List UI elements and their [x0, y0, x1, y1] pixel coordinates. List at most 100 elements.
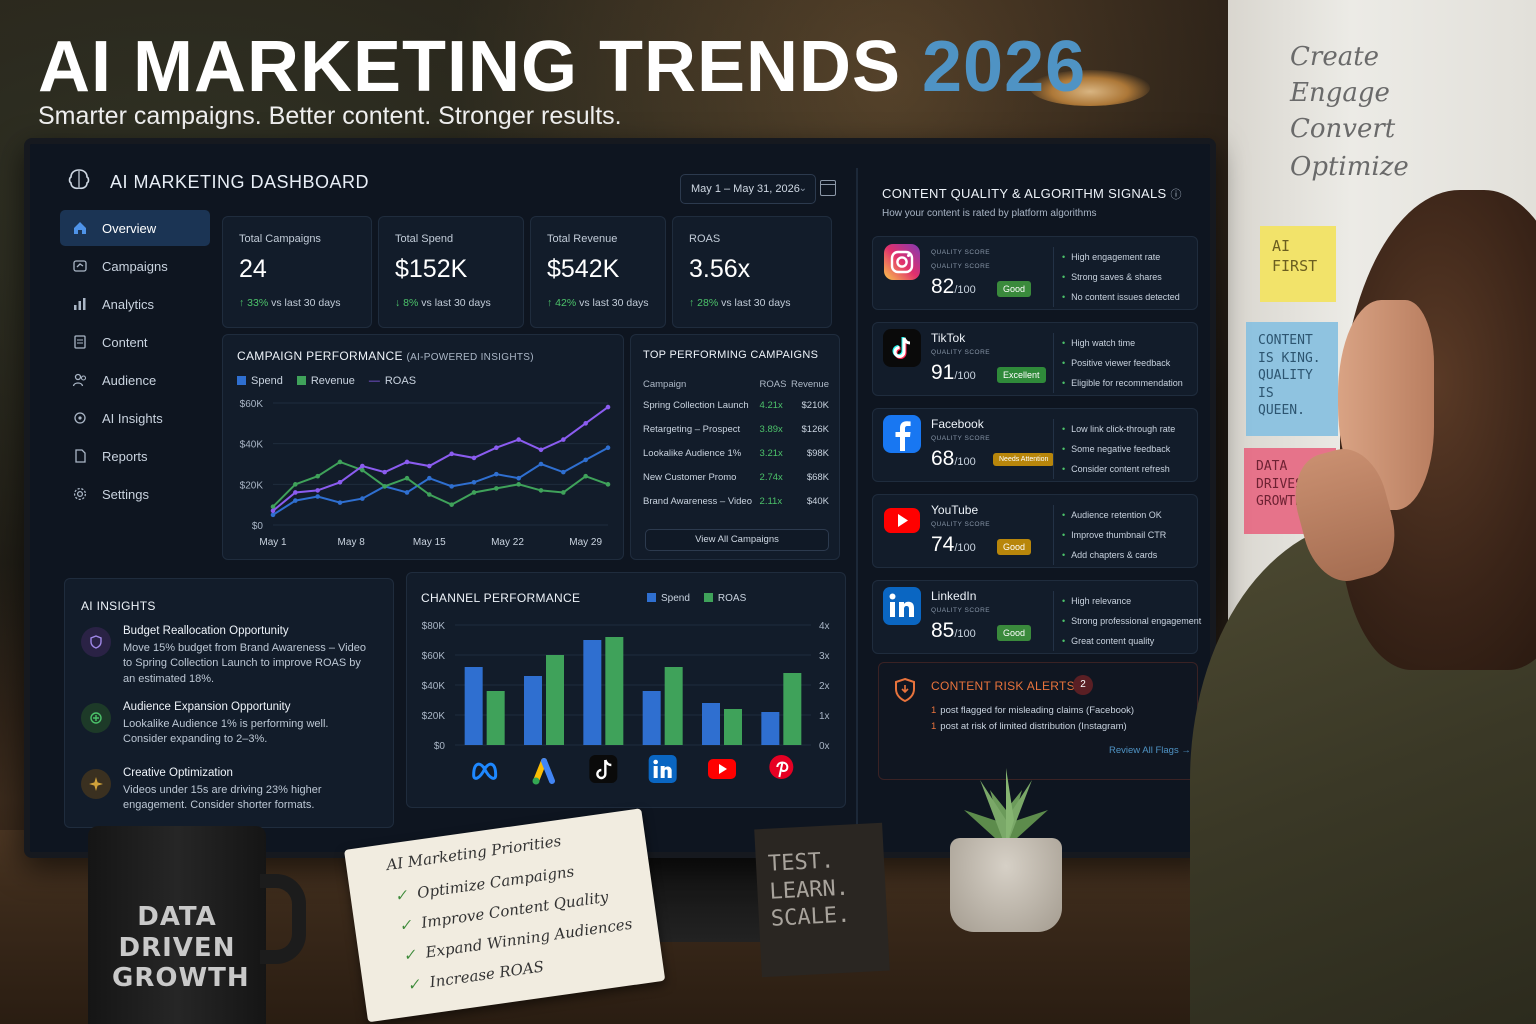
- series-line-roas: [272, 406, 609, 512]
- sidebar-item-audience[interactable]: Audience: [60, 362, 210, 398]
- data-point-spend: [494, 471, 499, 477]
- kpi-label: ROAS: [689, 233, 721, 245]
- succulent-plant: [964, 768, 1048, 848]
- review-all-flags-link[interactable]: Review All Flags →: [1109, 745, 1191, 756]
- mug-text: DATA DRIVEN GROWTH: [112, 902, 250, 994]
- note-card: TEST. LEARN. SCALE.: [754, 822, 890, 978]
- y-tick-label-right: 1x: [819, 711, 830, 722]
- quality-card-youtube[interactable]: YouTube QUALITY SCORE 74/100 Good Audience r…: [872, 494, 1198, 568]
- quality-score-label: QUALITY SCORE: [931, 607, 991, 614]
- status-badge: Needs Attention: [993, 453, 1055, 466]
- notebook-item: Increase ROAS: [406, 957, 545, 994]
- data-point-roas: [561, 437, 566, 442]
- bar-roas: [546, 655, 564, 745]
- x-tick-label: May 29: [569, 537, 602, 548]
- data-point-roas: [360, 463, 365, 469]
- kpi-delta: ↓ 8% vs last 30 days: [395, 297, 491, 309]
- whiteboard-line-3: Convert: [1290, 114, 1396, 144]
- coffee-mug: DATA DRIVEN GROWTH: [88, 826, 306, 1024]
- bar-roas: [664, 667, 683, 745]
- platform-name: Facebook: [931, 417, 984, 431]
- bar-spend: [464, 667, 483, 745]
- gear-icon: [72, 486, 88, 502]
- headline-year: 2026: [922, 27, 1087, 107]
- home-icon: [72, 220, 88, 236]
- data-point-revenue: [605, 482, 611, 487]
- ai-insights-title: AI INSIGHTS: [81, 599, 156, 613]
- quality-score: 74/100: [931, 533, 976, 556]
- bar-spend: [583, 640, 602, 745]
- info-icon[interactable]: ⓘ: [1170, 189, 1182, 201]
- bar-spend: [761, 712, 780, 745]
- data-point-revenue: [337, 459, 343, 465]
- date-range-picker[interactable]: May 1 – May 31, 2026 ⌄: [680, 174, 816, 204]
- kpi-value: $152K: [395, 255, 468, 283]
- divider: [856, 168, 858, 828]
- y-tick-label: $20K: [240, 480, 264, 491]
- y-tick-label-left: $20K: [422, 711, 446, 722]
- data-point-revenue: [360, 467, 365, 473]
- quality-card-tiktok[interactable]: TikTok QUALITY SCORE 91/100 Excellent High w…: [872, 322, 1198, 396]
- table-row[interactable]: Lookalike Audience 1% 3.21x $98K: [643, 448, 829, 459]
- sidebar-item-reports[interactable]: Reports: [60, 438, 210, 474]
- kpi-value: 3.56x: [689, 255, 751, 283]
- quality-score-label: QUALITY SCORE: [931, 521, 991, 528]
- youtube-icon: [883, 501, 921, 539]
- data-point-spend: [427, 475, 432, 481]
- quality-score: 91/100: [931, 361, 976, 384]
- quality-card-facebook[interactable]: Facebook QUALITY SCORE 68/100 Needs Attenti…: [872, 408, 1198, 482]
- bar-spend: [642, 691, 661, 745]
- sidebar-item-analytics[interactable]: Analytics: [60, 286, 210, 322]
- data-point-spend: [449, 484, 454, 489]
- table-row[interactable]: Brand Awareness – Video 2.11x $40K: [643, 496, 829, 507]
- tiktok-icon: [589, 755, 618, 783]
- table-row[interactable]: Retargeting – Prospect 3.89x $126K: [643, 424, 829, 435]
- content-risk-alerts-panel: CONTENT RISK ALERTS 2 1 post flagged for …: [878, 662, 1198, 780]
- page-subheadline: Smarter campaigns. Better content. Stron…: [38, 102, 622, 130]
- sidebar-item-label: Campaigns: [102, 258, 168, 274]
- table-row[interactable]: Spring Collection Launch 4.21x $210K: [643, 400, 829, 411]
- series-line-spend: [272, 446, 609, 516]
- sidebar-item-ai-insights[interactable]: AI Insights: [60, 400, 210, 436]
- sidebar-item-overview[interactable]: Overview: [60, 210, 210, 246]
- data-point-spend: [293, 498, 298, 503]
- legend-spend: Spend: [647, 593, 690, 604]
- table-row[interactable]: New Customer Promo 2.74x $68K: [643, 472, 829, 483]
- signal-item: High relevance: [1062, 591, 1193, 611]
- bar-spend: [702, 703, 720, 745]
- shield-icon: [81, 627, 111, 657]
- signal-item: Improve thumbnail CTR: [1062, 525, 1193, 545]
- sidebar-item-content[interactable]: Content: [60, 324, 210, 360]
- brain-icon: [68, 169, 90, 190]
- signal-item: Add chapters & cards: [1062, 545, 1193, 565]
- data-point-roas: [538, 447, 544, 453]
- insight-description: Lookalike Audience 1% is performing well…: [123, 718, 329, 746]
- data-point-roas: [337, 480, 343, 485]
- data-point-roas: [427, 463, 432, 469]
- date-range-value: May 1 – May 31, 2026: [691, 183, 800, 195]
- view-all-campaigns-button[interactable]: View All Campaigns: [645, 529, 829, 551]
- sidebar-item-label: Overview: [102, 220, 157, 236]
- sidebar-nav: Overview Campaigns Analytics Content Aud…: [60, 210, 210, 514]
- sidebar-item-label: Content: [102, 334, 148, 350]
- kpi-card-roas: ROAS 3.56x ↑ 28% vs last 30 days: [672, 216, 832, 328]
- y-tick-label: $40K: [240, 440, 264, 451]
- quality-card-instagram[interactable]: QUALITY SCORE QUALITY SCORE 82/100 Good High…: [872, 236, 1198, 310]
- legend-spend: Spend: [237, 375, 283, 387]
- kpi-delta: ↑ 28% vs last 30 days: [689, 297, 791, 309]
- y-tick-label-right: 4x: [819, 621, 830, 632]
- signal-list: Audience retention OKImprove thumbnail C…: [1053, 505, 1193, 565]
- quality-card-linkedin[interactable]: LinkedIn QUALITY SCORE 85/100 Good High rele…: [872, 580, 1201, 654]
- kpi-card-spend: Total Spend $152K ↓ 8% vs last 30 days: [378, 216, 524, 328]
- ai-insights-icon: [72, 410, 88, 426]
- data-point-spend: [583, 457, 588, 463]
- sidebar-item-settings[interactable]: Settings: [60, 476, 210, 512]
- channel-performance-chart: $0 $20K $40K $60K $80K 0x 1x 2x 3x 4x: [422, 621, 830, 785]
- bar-spend: [524, 676, 542, 745]
- insight-title: Creative Optimization: [123, 767, 233, 779]
- calendar-icon[interactable]: [820, 180, 836, 196]
- sticky-note-content: CONTENT IS KING. QUALITY IS QUEEN.: [1246, 322, 1338, 436]
- bar-roas: [783, 673, 802, 745]
- y-tick-label-right: 0x: [819, 741, 830, 752]
- sidebar-item-campaigns[interactable]: Campaigns: [60, 248, 210, 284]
